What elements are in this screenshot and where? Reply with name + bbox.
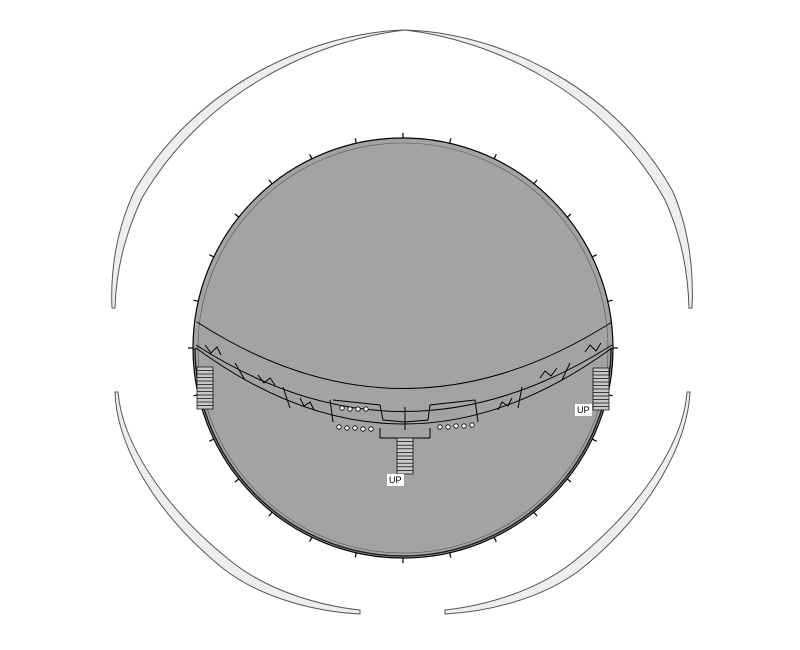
fixture-circle xyxy=(469,422,475,428)
corridor-band xyxy=(195,321,613,425)
fixture-circle xyxy=(461,423,467,429)
column-tick xyxy=(234,213,240,218)
door-notch-5 xyxy=(539,367,558,379)
floor-bottom-rim xyxy=(194,347,612,557)
up-label-center: UP xyxy=(389,475,402,485)
column-tick xyxy=(607,299,613,302)
canopy-arc-top-right xyxy=(404,29,693,309)
column-tick xyxy=(591,438,597,442)
column-tick xyxy=(533,511,538,517)
restroom-left-outline xyxy=(332,399,406,423)
restroom-right-outline xyxy=(404,399,476,423)
fixture-circle xyxy=(368,426,374,432)
fixture-circle xyxy=(453,423,459,429)
room-partitions xyxy=(204,342,602,439)
up-label-right-group: UP xyxy=(575,404,592,416)
floor-plate xyxy=(192,137,614,559)
door-notch-2 xyxy=(257,374,276,386)
fixture-circle xyxy=(336,424,342,430)
column-tick xyxy=(354,552,357,558)
partition-1 xyxy=(234,362,246,381)
column-tick xyxy=(309,154,313,160)
fixture-circle xyxy=(363,406,369,412)
stair-center xyxy=(396,437,414,475)
door-notch-6 xyxy=(584,342,602,353)
column-tick xyxy=(268,511,273,517)
partition-7 xyxy=(561,362,571,381)
fixture-circle xyxy=(355,406,361,412)
column-tick xyxy=(493,536,497,542)
corridor-inner-wall xyxy=(195,344,613,412)
column-tick xyxy=(449,552,452,558)
fixture-circle xyxy=(352,425,358,431)
column-tick xyxy=(566,213,572,218)
stairs xyxy=(196,366,610,475)
column-tick xyxy=(566,478,572,483)
fixture-circle xyxy=(445,424,451,430)
canopy-arc-bottom-left xyxy=(114,391,361,615)
column-tick xyxy=(309,536,313,542)
fixture-circle xyxy=(437,424,443,430)
up-label-center-bg xyxy=(387,474,404,486)
fixture-circle xyxy=(344,425,350,431)
stair-left xyxy=(196,366,214,410)
fixture-circle xyxy=(339,405,345,411)
stair-right xyxy=(592,367,610,411)
column-tick xyxy=(533,179,538,185)
partition-2 xyxy=(282,386,291,409)
column-tick xyxy=(234,478,240,483)
fixture-circle xyxy=(347,406,353,412)
corridor-outer-wall xyxy=(196,321,613,389)
up-label-right: UP xyxy=(577,405,590,415)
column-tick xyxy=(209,254,215,258)
perimeter-column-ticks xyxy=(188,133,618,563)
partition-6 xyxy=(517,386,523,409)
canopy-arc-bottom-right xyxy=(444,391,691,615)
partition-3 xyxy=(329,399,334,423)
column-tick xyxy=(209,438,215,442)
door-notch-1 xyxy=(204,344,222,356)
outer-canopy-arcs xyxy=(111,29,693,615)
canopy-arc-top-left xyxy=(111,29,406,309)
column-tick xyxy=(193,299,199,302)
up-label-center-group: UP xyxy=(387,474,404,486)
column-tick xyxy=(493,154,497,160)
column-tick xyxy=(354,138,357,144)
column-tick xyxy=(449,138,452,144)
fixture-circle xyxy=(360,426,366,432)
partition-5 xyxy=(474,399,479,423)
corridor-lower-wall xyxy=(195,347,613,425)
restroom-fixtures xyxy=(336,405,475,432)
column-tick xyxy=(591,254,597,258)
column-tick xyxy=(268,179,273,185)
door-notch-3 xyxy=(299,397,315,411)
up-label-right-bg xyxy=(575,404,592,416)
door-notch-4 xyxy=(497,397,513,411)
